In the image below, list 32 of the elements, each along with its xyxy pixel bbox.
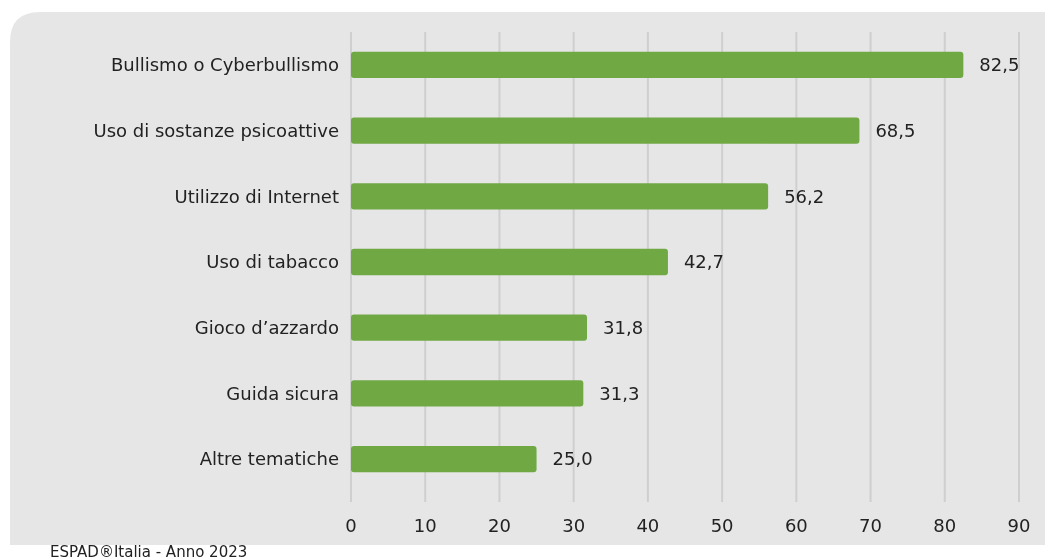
- text: ESPAD®Italia - Anno 2023: [50, 543, 248, 560]
- bar: [351, 51, 964, 78]
- x-tick-label: 90: [1007, 515, 1031, 537]
- bar: [351, 380, 584, 407]
- bar: [351, 314, 588, 341]
- y-tick-label: Utilizzo di Internet: [174, 185, 339, 207]
- data-label: 25,0: [552, 448, 593, 470]
- data-label: 56,2: [784, 185, 825, 207]
- data-label: 42,7: [683, 251, 725, 273]
- y-tick-label: Altre tematiche: [199, 448, 339, 470]
- data-label: 68,5: [875, 119, 916, 141]
- x-tick-label: 0: [345, 515, 357, 537]
- x-tick-label: 40: [636, 515, 660, 537]
- bar: [351, 248, 668, 276]
- data-label: 82,5: [979, 54, 1020, 76]
- x-tick-label: 20: [487, 515, 511, 537]
- bar: [351, 117, 860, 144]
- y-tick-label: Bullismo o Cyberbullismo: [110, 54, 339, 76]
- x-tick-label: 10: [413, 515, 437, 537]
- y-tick-label: Uso di tabacco: [206, 251, 339, 273]
- x-tick-label: 50: [710, 515, 734, 537]
- x-tick-label: 30: [562, 515, 586, 537]
- x-tick-label: 70: [859, 515, 883, 537]
- bar: [351, 446, 537, 473]
- data-label: 31,8: [603, 317, 644, 339]
- x-tick-label: 80: [933, 515, 957, 537]
- data-label: 31,3: [599, 382, 640, 404]
- y-tick-label: Guida sicura: [226, 382, 339, 404]
- bar: [351, 183, 769, 210]
- x-tick-label: 60: [784, 515, 808, 537]
- y-tick-label: Uso di sostanze psicoattive: [93, 119, 339, 141]
- y-tick-label: Gioco d’azzardo: [194, 317, 339, 339]
